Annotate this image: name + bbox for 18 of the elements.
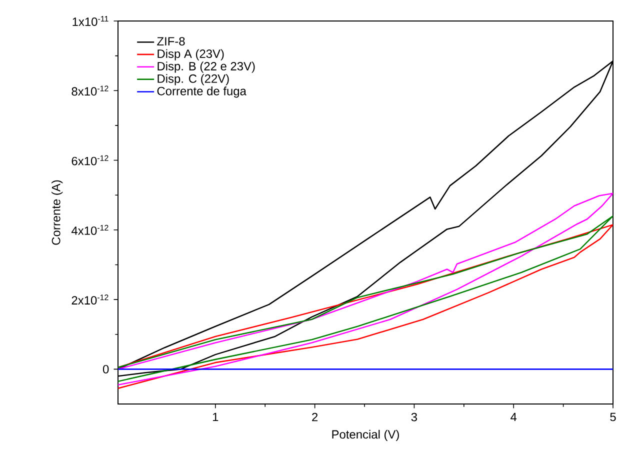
- legend-label: Corrente de fuga: [157, 86, 246, 98]
- y-tick-label: 4x10$^{-12}$: [72, 224, 108, 235]
- legend-label: ZIF-8: [157, 37, 185, 46]
- x-tick-label: 2: [312, 412, 318, 422]
- y-tick-label: 1x10$^{-11}$: [72, 16, 108, 26]
- x-tick-label: 4: [510, 412, 517, 422]
- legend-label: Disp. C (22V): [158, 74, 229, 86]
- legend-label: Disp A (23V): [158, 49, 224, 60]
- x-tick-label: 5: [610, 412, 616, 422]
- legend-label: Disp. B (22 e 23V): [158, 62, 255, 73]
- y-tick-label: 0: [102, 364, 109, 374]
- y-tick-label: 2x10$^{-12}$: [72, 294, 108, 305]
- y-axis-title: Corrente (A): [52, 180, 63, 245]
- y-tick-label: 8x10$^{-12}$: [72, 86, 108, 96]
- y-tick-label: 6x10$^{-12}$: [72, 155, 108, 166]
- x-tick-label: 1: [212, 412, 218, 422]
- x-tick-label: 3: [411, 412, 418, 422]
- x-axis-title: Potencial (V): [332, 430, 399, 441]
